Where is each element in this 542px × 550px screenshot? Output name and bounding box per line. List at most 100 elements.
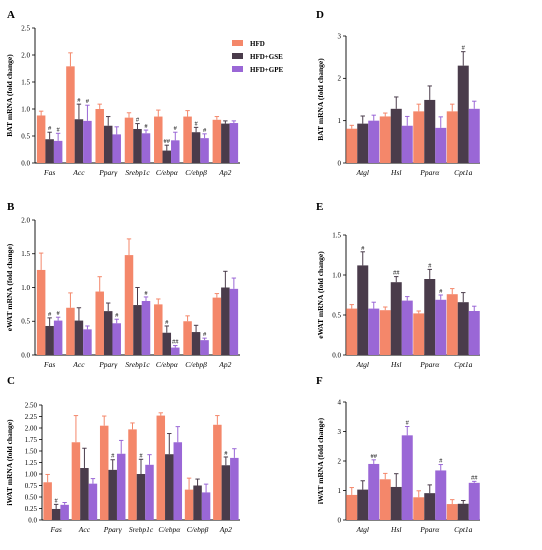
bar <box>193 485 202 520</box>
x-tick-label: Pparα <box>419 360 440 369</box>
y-tick-label: 0 <box>338 159 342 167</box>
y-tick-label: 0.75 <box>25 482 38 490</box>
bar <box>212 297 222 355</box>
bar <box>368 120 380 163</box>
y-tick-label: 1 <box>338 487 342 495</box>
significance-mark: # <box>406 419 410 426</box>
y-tick-label: 0 <box>338 516 342 524</box>
y-tick-label: 2.5 <box>21 24 30 32</box>
bar <box>154 116 163 163</box>
y-axis-label: eWAT mRNA (fold change) <box>316 251 325 339</box>
y-tick-label: 3 <box>338 32 342 40</box>
x-tick-label: Hsl <box>390 360 401 369</box>
bar <box>112 323 121 355</box>
y-tick-label: 1.75 <box>25 436 38 444</box>
bar <box>183 321 192 355</box>
y-tick-label: 0.25 <box>25 505 38 513</box>
bar <box>212 119 222 163</box>
bar <box>171 140 180 163</box>
x-tick-label: Cpt1a <box>454 168 473 177</box>
significance-mark: # <box>224 450 228 457</box>
legend: HFD HFD+GSE HFD+GPE <box>232 40 283 74</box>
y-tick-label: 2.0 <box>21 216 30 224</box>
x-tick-label: C/ebpα <box>156 168 179 177</box>
bar <box>424 279 436 355</box>
x-tick-label: Fas <box>50 525 62 534</box>
bar <box>191 332 201 355</box>
panel-a: A 0.0 0.5 1.0 1.5 2.0 2.5 BAT mRNA (fold change… <box>5 9 240 177</box>
significance-mark: # <box>136 117 140 124</box>
bar <box>468 108 480 163</box>
bar <box>221 123 230 163</box>
y-tick-label: 3 <box>338 428 342 436</box>
bar <box>435 127 447 163</box>
y-tick-label: 2 <box>338 75 342 83</box>
y-axis-label: BAT mRNA (fold change) <box>5 54 14 137</box>
bar <box>66 307 75 355</box>
y-tick-label: 1.5 <box>21 250 30 258</box>
bar <box>191 132 201 163</box>
bar <box>165 454 174 520</box>
bar <box>51 508 61 520</box>
x-tick-label: Acc <box>72 168 85 177</box>
significance-mark: ## <box>471 474 478 481</box>
x-tick-label: Ap2 <box>218 360 231 369</box>
x-tick-label: Srebp1c <box>125 360 150 369</box>
bar <box>413 313 425 355</box>
bar <box>368 308 380 355</box>
bar <box>156 415 166 520</box>
bar <box>103 125 113 163</box>
x-tick-label: Ap2 <box>219 525 232 534</box>
significance-mark: ## <box>164 138 171 145</box>
bar <box>124 255 134 355</box>
bar <box>141 133 151 163</box>
panel-label: B <box>7 201 15 213</box>
bar <box>435 299 447 355</box>
y-tick-label: 0.50 <box>25 493 38 501</box>
y-tick-label: 2 <box>338 457 342 465</box>
y-tick-label: 0.0 <box>21 159 30 167</box>
x-tick-label: Pparα <box>419 168 440 177</box>
bar <box>230 457 239 520</box>
bar <box>390 486 402 520</box>
significance-mark: # <box>57 126 61 133</box>
y-tick-label: 2.25 <box>25 413 38 421</box>
x-tick-label: Pparα <box>419 525 440 534</box>
significance-mark: # <box>48 125 52 132</box>
bar <box>468 311 480 355</box>
bar <box>413 111 425 163</box>
bar <box>457 65 469 163</box>
bar <box>45 325 54 355</box>
x-tick-label: Hsl <box>390 525 401 534</box>
panel-d: D 0 1 2 3 BAT mRNA (fold change) Atgl Hsl Pparα #… <box>316 9 480 177</box>
y-tick-label: 0.0 <box>332 351 341 359</box>
bar <box>103 311 113 355</box>
bar <box>141 301 151 355</box>
bar <box>108 469 117 520</box>
legend-label-gse: HFD+GSE <box>250 53 283 61</box>
bar <box>379 310 391 355</box>
bar <box>133 305 142 355</box>
panel-label: E <box>316 201 323 213</box>
legend-swatch-hfd <box>232 40 243 46</box>
panel-label: A <box>7 9 15 21</box>
bar <box>401 300 413 355</box>
bar <box>379 116 391 163</box>
x-tick-label: Cpt1a <box>454 360 473 369</box>
bar <box>71 442 81 520</box>
panel-b: B 0.0 0.5 1.0 1.5 2.0 eWAT mRNA (fold change) #… <box>5 201 240 369</box>
legend-label-gpe: HFD+GPE <box>250 66 283 74</box>
significance-mark: # <box>77 97 81 104</box>
y-tick-label: 1.5 <box>21 78 30 86</box>
bar <box>401 125 413 163</box>
bar <box>346 128 358 163</box>
bar <box>36 115 46 163</box>
y-tick-label: 0.5 <box>332 311 341 319</box>
bar <box>183 116 192 163</box>
bar <box>74 320 84 355</box>
significance-mark: # <box>203 331 207 338</box>
y-axis-label: BAT mRNA (fold change) <box>316 58 325 141</box>
panel-label: C <box>7 375 15 387</box>
bar <box>390 282 402 355</box>
